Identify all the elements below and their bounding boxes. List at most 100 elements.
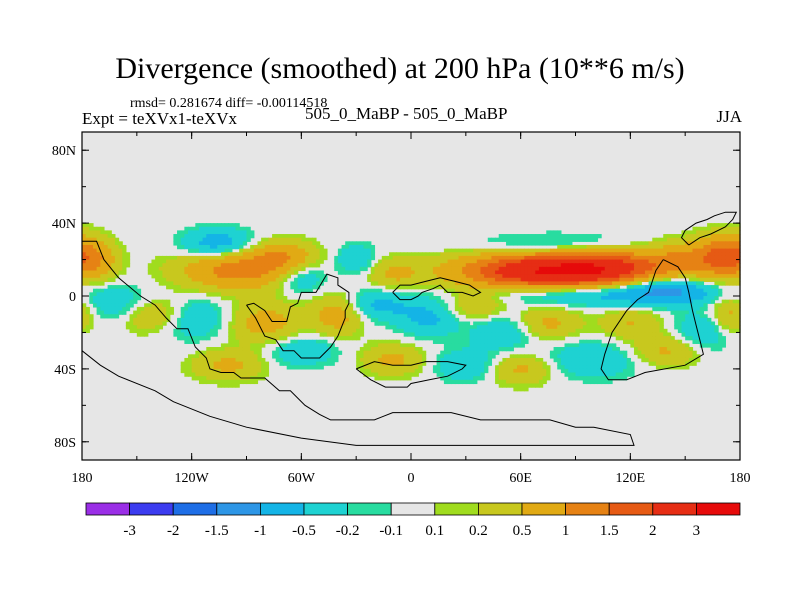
- field-cell: [502, 332, 507, 337]
- field-cell: [103, 244, 109, 250]
- field-cell: [308, 347, 313, 352]
- field-cell: [641, 252, 646, 257]
- field-cell: [484, 365, 489, 370]
- field-cell: [659, 328, 664, 334]
- field-cell: [710, 248, 716, 253]
- field-cell: [524, 317, 529, 323]
- field-cell: [147, 314, 153, 319]
- field-cell: [721, 314, 726, 319]
- field-cell: [209, 321, 215, 326]
- field-cell: [465, 259, 471, 264]
- field-cell: [542, 266, 547, 272]
- field-cell: [275, 317, 280, 323]
- field-cell: [517, 281, 522, 286]
- field-cell: [396, 281, 401, 286]
- field-cell: [718, 288, 723, 293]
- field-cell: [257, 347, 262, 352]
- field-cell: [304, 274, 310, 279]
- field-cell: [473, 354, 478, 359]
- field-cell: [476, 274, 482, 279]
- field-cell: [560, 266, 566, 272]
- field-cell: [663, 281, 668, 286]
- field-cell: [619, 310, 624, 315]
- field-cell: [718, 277, 723, 283]
- field-cell: [674, 310, 679, 315]
- field-cell: [425, 299, 430, 304]
- field-cell: [279, 306, 284, 312]
- field-cell: [389, 350, 394, 355]
- field-cell: [195, 336, 200, 341]
- field-cell: [239, 347, 244, 352]
- field-cell: [473, 252, 478, 257]
- field-cell: [239, 321, 244, 326]
- field-cell: [385, 274, 390, 279]
- field-cell: [484, 339, 489, 344]
- field-cell: [359, 241, 365, 246]
- field-cell: [224, 266, 229, 272]
- field-cell: [272, 288, 277, 293]
- field-cell: [89, 266, 94, 272]
- field-cell: [337, 314, 343, 319]
- field-cell: [396, 310, 401, 315]
- field-cell: [714, 303, 719, 308]
- field-cell: [151, 299, 156, 304]
- field-cell: [356, 332, 361, 337]
- field-cell: [308, 263, 313, 268]
- field-cell: [714, 248, 719, 253]
- field-cell: [151, 263, 156, 268]
- field-cell: [279, 361, 284, 366]
- field-cell: [414, 255, 419, 261]
- field-cell: [411, 277, 416, 283]
- field-cell: [337, 306, 343, 312]
- field-cell: [304, 325, 310, 330]
- field-cell: [495, 259, 500, 264]
- field-cell: [272, 252, 277, 257]
- field-cell: [487, 361, 493, 366]
- field-cell: [334, 350, 339, 355]
- field-cell: [608, 332, 613, 337]
- field-cell: [315, 365, 321, 370]
- field-cell: [275, 244, 280, 250]
- field-cell: [359, 252, 365, 257]
- field-cell: [257, 317, 262, 323]
- field-cell: [250, 357, 255, 363]
- field-cell: [363, 255, 368, 261]
- field-cell: [542, 252, 547, 257]
- field-cell: [155, 270, 160, 275]
- field-cell: [286, 317, 291, 323]
- field-cell: [498, 343, 503, 348]
- field-cell: [407, 361, 412, 366]
- field-cell: [454, 252, 460, 257]
- field-cell: [626, 310, 631, 315]
- field-cell: [491, 328, 496, 334]
- field-cell: [688, 281, 694, 286]
- field-cell: [725, 248, 730, 253]
- field-cell: [681, 252, 686, 257]
- field-cell: [644, 357, 650, 363]
- field-cell: [513, 234, 518, 239]
- field-cell: [527, 285, 533, 290]
- field-cell: [356, 354, 361, 359]
- field-cell: [692, 303, 697, 308]
- field-cell: [432, 252, 438, 257]
- field-cell: [568, 299, 573, 304]
- field-cell: [400, 325, 405, 330]
- field-cell: [385, 285, 390, 290]
- field-cell: [615, 248, 620, 253]
- field-cell: [129, 292, 134, 297]
- field-cell: [480, 274, 485, 279]
- field-cell: [239, 270, 244, 275]
- field-cell: [82, 237, 87, 242]
- field-cell: [597, 321, 602, 326]
- field-cell: [392, 347, 397, 352]
- field-cell: [392, 314, 397, 319]
- field-cell: [451, 343, 456, 348]
- field-cell: [659, 339, 664, 344]
- field-cell: [381, 266, 387, 272]
- field-cell: [626, 296, 631, 301]
- field-cell: [451, 325, 456, 330]
- field-cell: [308, 274, 313, 279]
- field-cell: [476, 310, 482, 315]
- field-cell: [469, 277, 474, 283]
- field-cell: [655, 252, 661, 257]
